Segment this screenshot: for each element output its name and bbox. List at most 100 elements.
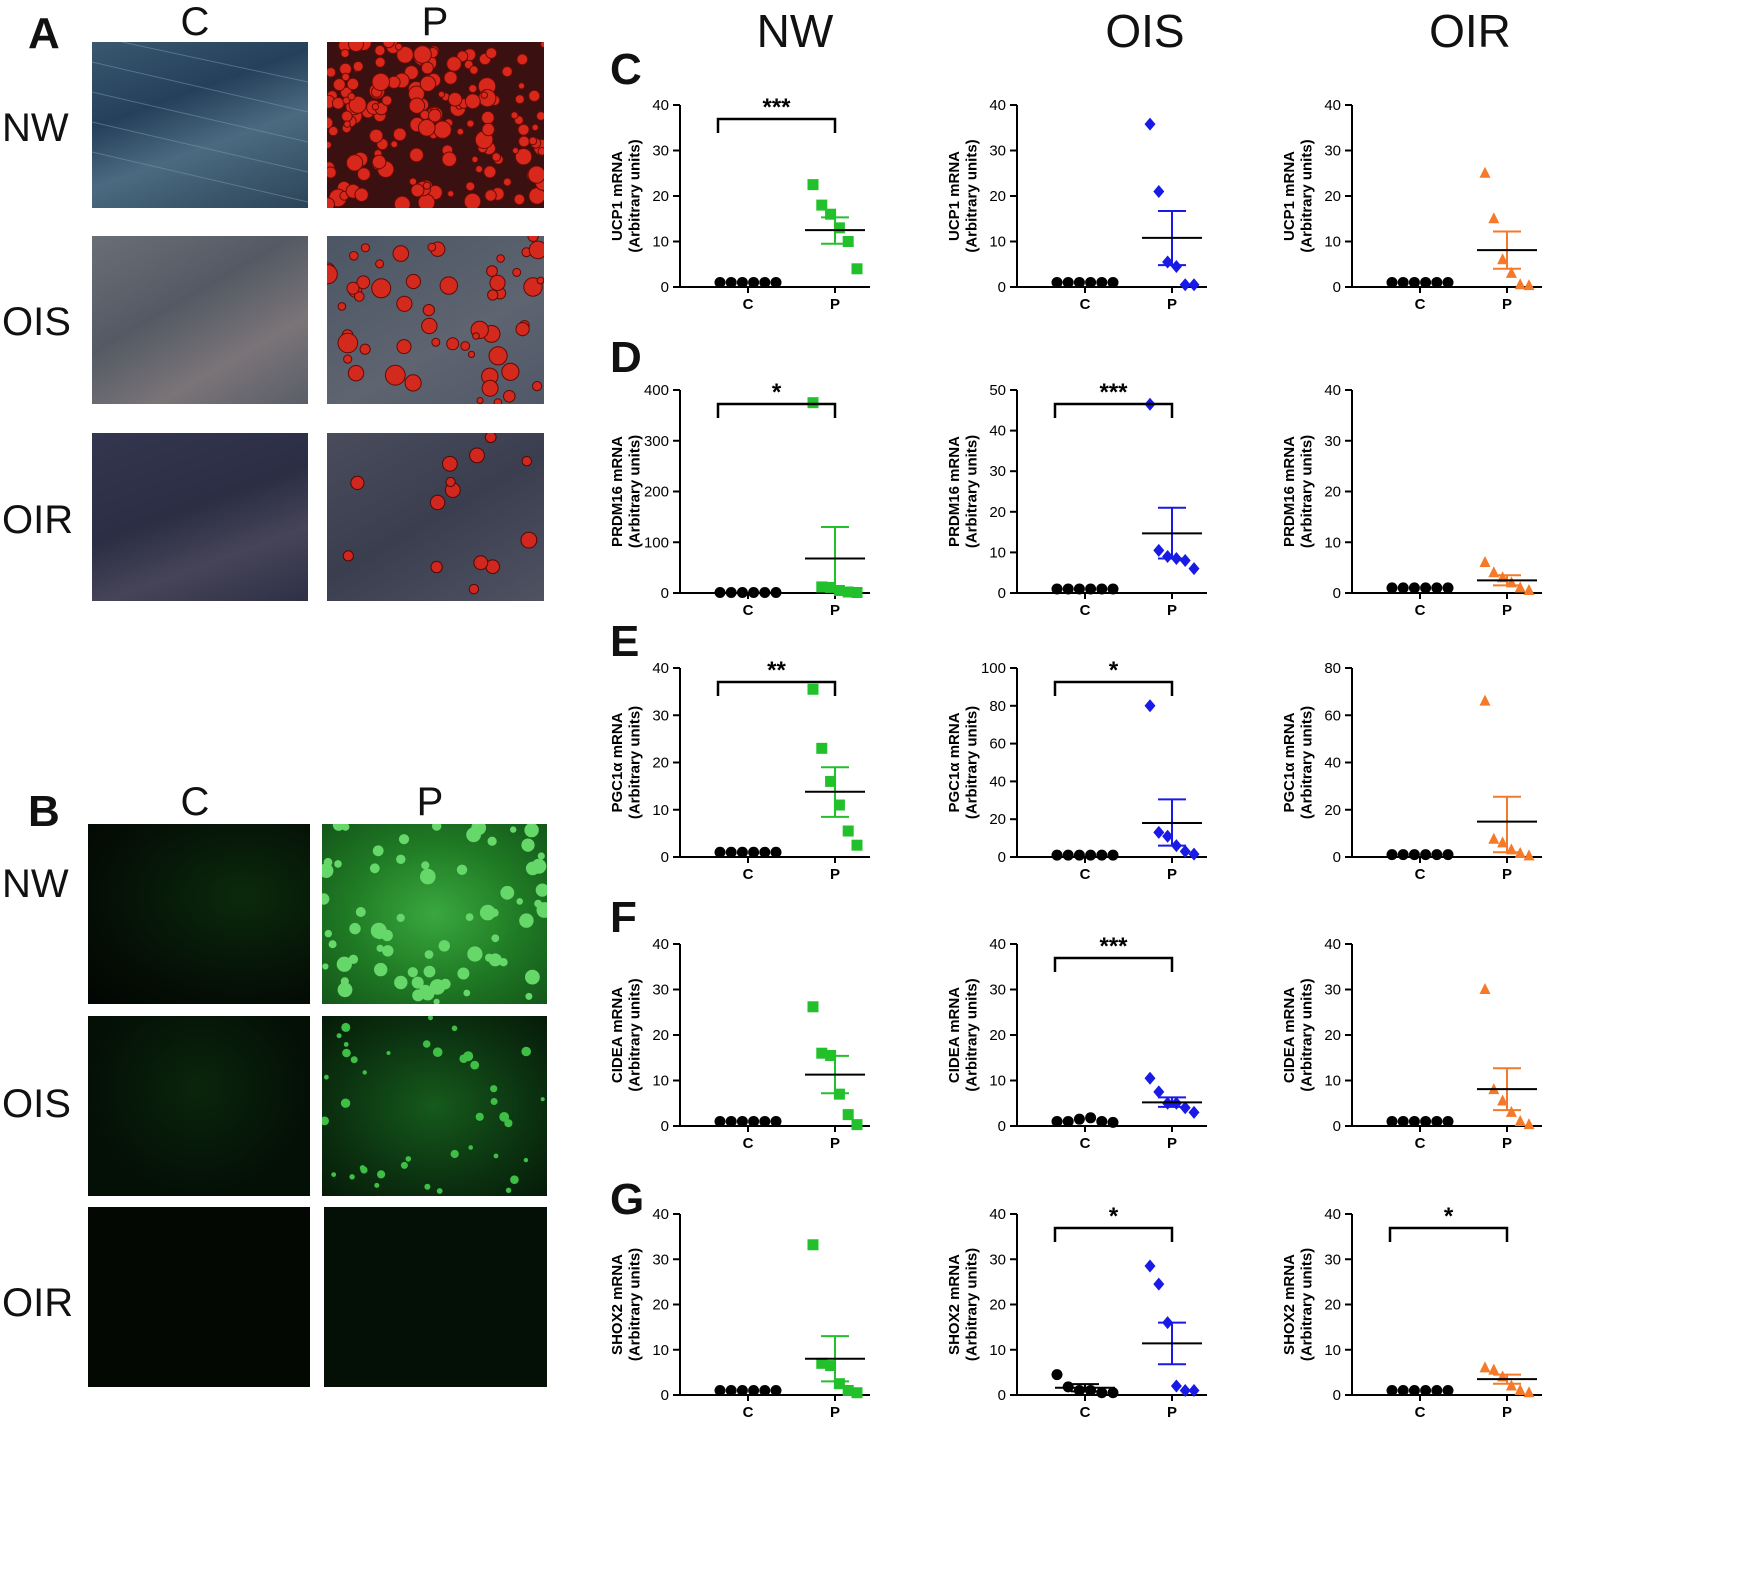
texture-dot (432, 1047, 443, 1057)
y-axis-label-line1: CIDEA mRNA (1281, 987, 1298, 1083)
data-point (1096, 276, 1108, 288)
data-point (1144, 699, 1156, 713)
data-point (1073, 583, 1085, 595)
texture-dot (348, 42, 364, 53)
texture-dot (527, 236, 539, 242)
y-tick-label: 30 (652, 1251, 669, 1268)
texture-dot (468, 1145, 473, 1150)
y-tick-label: 400 (644, 382, 669, 399)
texture-dot (488, 346, 508, 366)
chart-f-ois: 0 10 20 30 40 C P CIDEA mRNA(Arbitrary units) **… (946, 933, 1207, 1152)
texture-dot (480, 91, 489, 99)
panel-a-row-label-nw: NW (2, 106, 69, 150)
texture-dot (439, 276, 459, 295)
y-axis-label-line2: (Arbitrary units) (963, 706, 980, 819)
data-point (1408, 582, 1420, 594)
micrograph-a-oir-control (92, 433, 308, 601)
data-point (1431, 276, 1443, 288)
texture-dot (393, 195, 411, 208)
texture-dot (324, 1074, 329, 1080)
y-axis-label: PRDM16 mRNA(Arbitrary units) (609, 435, 643, 548)
data-point (1442, 849, 1454, 861)
y-tick-label: 40 (989, 423, 1006, 440)
significance-bracket (1053, 956, 1174, 972)
texture-dot (484, 189, 497, 202)
x-tick-label: C (1415, 296, 1426, 313)
texture-dot (400, 1161, 408, 1169)
data-point (1085, 276, 1097, 288)
data-point (1051, 1115, 1063, 1127)
y-tick-label: 30 (1324, 143, 1341, 160)
data-point (1144, 117, 1156, 131)
texture-dot (457, 967, 470, 980)
data-point (1479, 694, 1491, 706)
data-point (1051, 276, 1063, 288)
data-point (714, 1384, 726, 1396)
texture-dot (354, 291, 365, 302)
y-tick-label: 10 (652, 1073, 669, 1090)
data-point (1514, 581, 1526, 593)
texture-dot (430, 560, 443, 574)
data-point (759, 276, 771, 288)
x-tick-label: C (1080, 602, 1091, 619)
x-tick-label: C (1415, 1135, 1426, 1152)
texture-dot (445, 476, 456, 488)
data-point (1107, 1387, 1119, 1399)
texture-dot (328, 940, 337, 949)
micrograph-a-ois-control (92, 236, 308, 404)
y-tick-label: 0 (1333, 849, 1341, 866)
fluorescence-b-oir-treated (324, 1207, 547, 1387)
data-point (1096, 583, 1108, 595)
y-tick-label: 40 (989, 936, 1006, 953)
texture-dot (531, 123, 539, 132)
texture-dot (331, 1172, 337, 1177)
y-axis-label-line1: SHOX2 mRNA (1281, 1254, 1298, 1355)
data-point (807, 397, 819, 409)
texture-dot (447, 190, 455, 198)
data-point (1073, 1113, 1085, 1125)
significance-label: * (1444, 1203, 1454, 1230)
texture-dot (433, 998, 440, 1004)
texture-dot (343, 1042, 349, 1047)
y-axis-label: PRDM16 mRNA(Arbitrary units) (1281, 435, 1315, 548)
texture-dot (502, 177, 512, 187)
y-axis-label-line1: PRDM16 mRNA (946, 436, 963, 547)
y-axis-label: SHOX2 mRNA(Arbitrary units) (946, 1248, 980, 1361)
significance-bracket (1053, 1226, 1174, 1242)
x-tick-label: P (1167, 866, 1177, 883)
data-point (807, 179, 819, 191)
texture-dot (413, 45, 432, 64)
data-point (748, 846, 760, 858)
texture-dot (340, 48, 350, 58)
fluorescent-cells-pattern (322, 824, 547, 1004)
data-point (807, 1001, 819, 1013)
texture-dot (443, 70, 458, 85)
significance-label: *** (1099, 379, 1128, 406)
data-point (816, 581, 828, 593)
texture-dot (337, 982, 353, 998)
data-point (759, 586, 771, 598)
y-axis-label-line1: PGC1α mRNA (1281, 712, 1298, 812)
data-point (725, 846, 737, 858)
data-point (816, 199, 828, 211)
y-axis-label: UCP1 mRNA(Arbitrary units) (1281, 139, 1315, 252)
texture-dot (540, 1097, 545, 1102)
panel-letter-f: F (610, 893, 637, 942)
significance-bracket (1053, 402, 1174, 418)
fluorescence-b-ois-treated (322, 1016, 547, 1196)
texture-dot (405, 273, 422, 290)
data-point (842, 1384, 854, 1396)
texture-dot (348, 954, 359, 964)
texture-dot (334, 860, 342, 868)
y-axis-label-line1: SHOX2 mRNA (609, 1254, 626, 1355)
texture-dot (327, 140, 332, 149)
y-tick-label: 10 (989, 1073, 1006, 1090)
chart-d-oir: 0 10 20 30 40 C P PRDM16 mRNA(Arbitrary units) (1281, 382, 1542, 619)
texture-dot (517, 82, 526, 90)
data-point (714, 1115, 726, 1127)
texture-dot (428, 108, 442, 123)
panel-a-col-label-c: C (180, 0, 210, 44)
x-tick-label: P (1167, 296, 1177, 313)
data-point (1179, 554, 1191, 568)
texture-dot (536, 111, 544, 121)
